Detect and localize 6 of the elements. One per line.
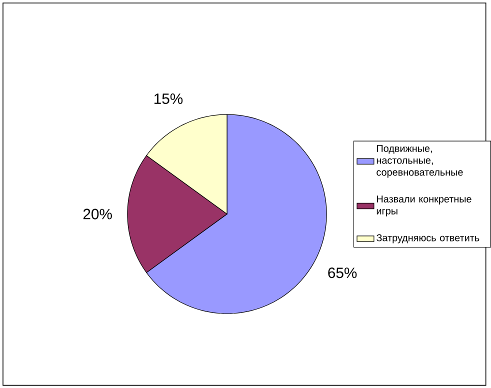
- legend-label: Назвали конкретные игры: [376, 195, 472, 216]
- data-label: 65%: [328, 267, 357, 278]
- data-label: 15%: [154, 93, 183, 104]
- legend-label: Затрудняюсь ответить: [376, 234, 480, 244]
- data-label: 20%: [83, 208, 112, 220]
- legend-label: Подвижные, настольные, соревновательные: [376, 144, 463, 178]
